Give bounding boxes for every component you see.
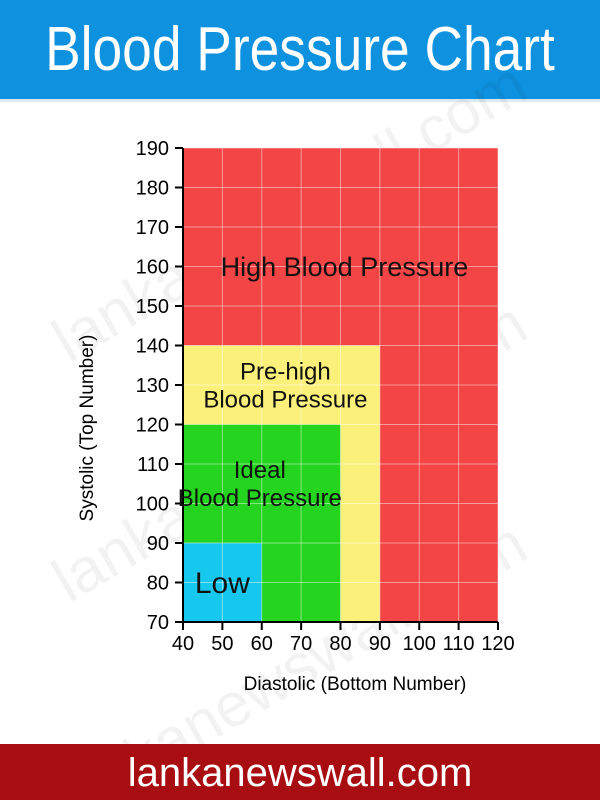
x-tick-label: 90	[369, 633, 391, 655]
y-tick-label: 100	[136, 494, 169, 516]
region-label-pre-high: Pre-high	[240, 358, 331, 385]
header-bar: Blood Pressure Chart	[0, 0, 600, 102]
y-tick-label: 190	[136, 138, 169, 160]
footer-bar: lankanewswall.com	[0, 744, 600, 800]
region-label-low: Low	[195, 567, 250, 600]
y-tick-label: 130	[136, 375, 169, 397]
y-tick-label: 70	[147, 612, 169, 634]
region-label-pre-high: Blood Pressure	[203, 386, 367, 413]
region-label-ideal: Blood Pressure	[178, 485, 342, 512]
footer-site-label: lankanewswall.com	[127, 751, 473, 795]
x-tick-label: 100	[403, 633, 436, 655]
grid-layer	[183, 147, 499, 622]
x-tick-label: 80	[329, 633, 351, 655]
y-tick-label: 140	[136, 336, 169, 358]
y-tick-label: 150	[136, 296, 169, 318]
y-axis-title: Systolic (Top Number)	[77, 334, 98, 522]
region-low	[183, 543, 262, 622]
x-tick-label: 60	[251, 633, 273, 655]
y-tick-label: 180	[136, 178, 169, 200]
y-tick-label: 160	[136, 257, 169, 279]
x-tick-label: 110	[443, 633, 475, 655]
y-tick-label: 110	[137, 454, 169, 476]
y-tick-label: 120	[136, 415, 169, 437]
x-tick-label: 120	[481, 633, 514, 655]
y-tick-label: 90	[147, 533, 169, 555]
x-tick-label: 70	[290, 633, 312, 655]
y-tick-label: 170	[136, 217, 169, 239]
page-title: Blood Pressure Chart	[45, 15, 555, 84]
x-tick-label: 50	[211, 633, 233, 655]
axes-layer: 70 80 90 100 110 120 130 140 150 160 170 180 190 40 50…	[136, 138, 515, 655]
y-tick-label: 80	[147, 573, 169, 595]
region-label-high: High Blood Pressure	[221, 252, 469, 282]
x-axis-title: Diastolic (Bottom Number)	[243, 674, 467, 695]
region-label-ideal: Ideal	[234, 457, 286, 484]
region-layer	[183, 148, 498, 622]
x-tick-label: 40	[172, 633, 194, 655]
